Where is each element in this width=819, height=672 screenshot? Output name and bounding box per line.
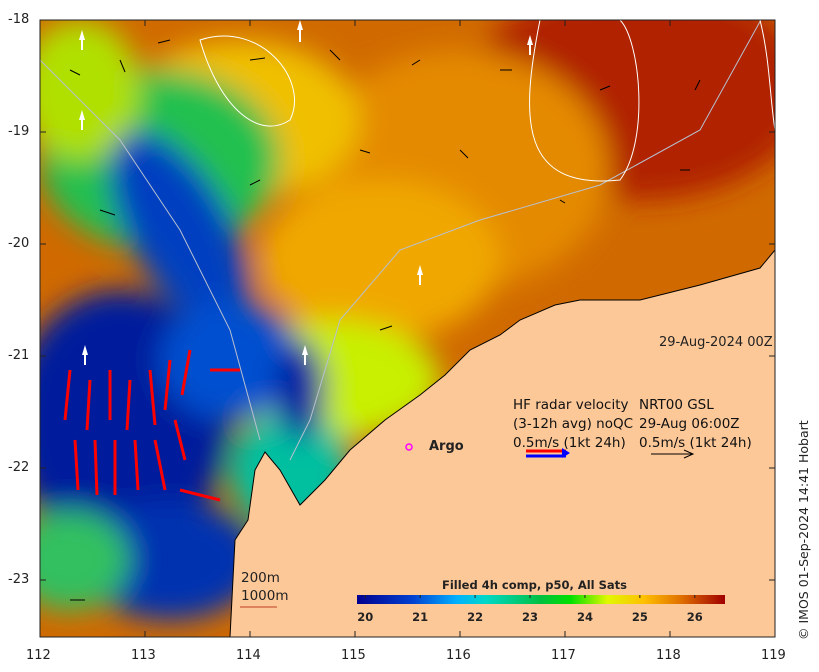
legend-gsl-line: 0.5m/s (1kt 24h) bbox=[639, 434, 752, 453]
legend-gsl-line: NRT00 GSL bbox=[639, 396, 752, 415]
y-tick-label: -18 bbox=[8, 12, 29, 27]
depth-200: 200m bbox=[241, 570, 280, 586]
legend-gsl: NRT00 GSL 29-Aug 06:00Z 0.5m/s (1kt 24h) bbox=[639, 396, 752, 453]
x-tick-label: 112 bbox=[26, 648, 51, 663]
legend-hf-line: HF radar velocity bbox=[513, 396, 633, 415]
copyright: © IMOS 01-Sep-2024 14:41 Hobart bbox=[796, 420, 811, 640]
x-tick-label: 118 bbox=[656, 648, 681, 663]
colorbar-tick-label: 21 bbox=[412, 610, 428, 624]
legend-hf-line: (3-12h avg) noQC bbox=[513, 415, 633, 434]
y-tick-label: -19 bbox=[8, 124, 29, 139]
argo-label: Argo bbox=[429, 439, 464, 454]
depth-1000: 1000m bbox=[241, 588, 289, 604]
y-tick-label: -20 bbox=[8, 236, 29, 251]
legend-hf: HF radar velocity (3-12h avg) noQC 0.5m/… bbox=[513, 396, 633, 453]
y-tick-label: -22 bbox=[8, 460, 29, 475]
y-tick-label: -21 bbox=[8, 348, 29, 363]
x-tick-label: 114 bbox=[236, 648, 261, 663]
y-tick-label: -23 bbox=[8, 572, 29, 587]
colorbar-tick-label: 24 bbox=[577, 610, 593, 624]
colorbar bbox=[357, 595, 725, 604]
sst-field bbox=[10, 0, 810, 637]
date-label: 29-Aug-2024 00Z bbox=[659, 335, 773, 350]
colorbar-tick-label: 23 bbox=[522, 610, 538, 624]
x-tick-label: 117 bbox=[551, 648, 576, 663]
legend-hf-line: 0.5m/s (1kt 24h) bbox=[513, 434, 633, 453]
x-tick-label: 113 bbox=[131, 648, 156, 663]
colorbar-tick-label: 26 bbox=[687, 610, 703, 624]
colorbar-tick-label: 20 bbox=[357, 610, 373, 624]
x-tick-label: 115 bbox=[341, 648, 366, 663]
colorbar-tick-label: 22 bbox=[467, 610, 483, 624]
colorbar-tick-label: 25 bbox=[632, 610, 648, 624]
x-tick-label: 119 bbox=[761, 648, 786, 663]
x-tick-label: 116 bbox=[446, 648, 471, 663]
legend-gsl-line: 29-Aug 06:00Z bbox=[639, 415, 752, 434]
colorbar-title: Filled 4h comp, p50, All Sats bbox=[442, 578, 627, 592]
